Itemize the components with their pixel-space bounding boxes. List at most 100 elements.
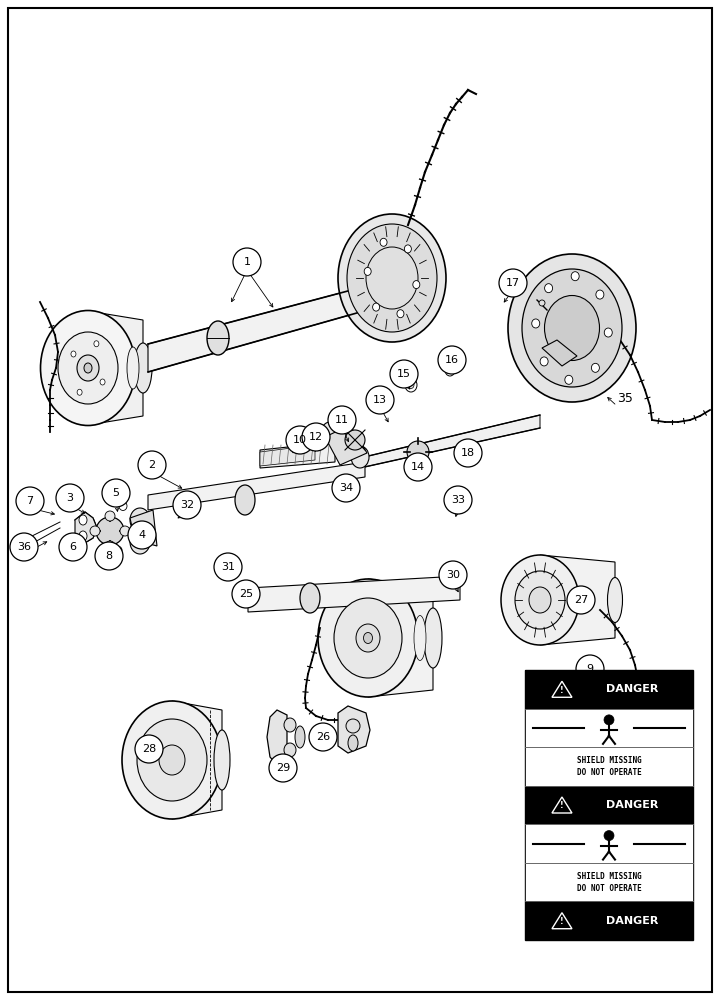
Polygon shape bbox=[368, 579, 433, 697]
Ellipse shape bbox=[414, 615, 426, 660]
Ellipse shape bbox=[380, 238, 387, 246]
Ellipse shape bbox=[544, 284, 553, 293]
Ellipse shape bbox=[364, 633, 372, 644]
Polygon shape bbox=[552, 681, 572, 697]
Ellipse shape bbox=[345, 430, 365, 450]
Ellipse shape bbox=[214, 730, 230, 790]
Bar bbox=[525, 670, 693, 940]
Ellipse shape bbox=[235, 485, 255, 515]
Bar bbox=[525, 824, 693, 863]
Polygon shape bbox=[248, 576, 460, 612]
Circle shape bbox=[232, 580, 260, 608]
Ellipse shape bbox=[321, 422, 339, 444]
Ellipse shape bbox=[522, 269, 622, 387]
Ellipse shape bbox=[112, 546, 122, 554]
Text: SHIELD MISSING
DO NOT OPERATE: SHIELD MISSING DO NOT OPERATE bbox=[577, 872, 642, 893]
Text: 32: 32 bbox=[180, 500, 194, 510]
Text: 28: 28 bbox=[142, 744, 156, 754]
Text: 7: 7 bbox=[27, 496, 34, 506]
Ellipse shape bbox=[119, 502, 127, 510]
Text: 30: 30 bbox=[446, 570, 460, 580]
Polygon shape bbox=[88, 311, 143, 425]
Circle shape bbox=[59, 533, 87, 561]
Ellipse shape bbox=[346, 719, 360, 733]
Polygon shape bbox=[552, 913, 572, 929]
Text: 13: 13 bbox=[373, 395, 387, 405]
Text: !: ! bbox=[560, 802, 564, 810]
Ellipse shape bbox=[397, 310, 404, 318]
Text: 10: 10 bbox=[293, 435, 307, 445]
Text: !: ! bbox=[560, 686, 564, 695]
Text: 26: 26 bbox=[316, 732, 330, 742]
Ellipse shape bbox=[90, 526, 100, 536]
Bar bbox=[525, 747, 693, 786]
Ellipse shape bbox=[130, 530, 150, 554]
Ellipse shape bbox=[84, 363, 92, 373]
Ellipse shape bbox=[58, 332, 118, 404]
Ellipse shape bbox=[105, 511, 115, 521]
Text: 35: 35 bbox=[617, 392, 633, 406]
Bar bbox=[525, 863, 693, 901]
Ellipse shape bbox=[127, 347, 139, 389]
Ellipse shape bbox=[364, 267, 372, 275]
Ellipse shape bbox=[501, 555, 579, 645]
Circle shape bbox=[309, 723, 337, 751]
Ellipse shape bbox=[137, 719, 207, 801]
Ellipse shape bbox=[351, 446, 369, 468]
Circle shape bbox=[10, 533, 38, 561]
Ellipse shape bbox=[77, 389, 82, 395]
Ellipse shape bbox=[79, 531, 87, 541]
Bar bbox=[525, 901, 693, 940]
Text: 27: 27 bbox=[574, 595, 588, 605]
Bar bbox=[525, 709, 693, 747]
Circle shape bbox=[454, 439, 482, 467]
Ellipse shape bbox=[120, 526, 130, 536]
Circle shape bbox=[438, 346, 466, 374]
Circle shape bbox=[499, 269, 527, 297]
Text: 9: 9 bbox=[586, 664, 593, 674]
Polygon shape bbox=[148, 283, 378, 372]
Text: 31: 31 bbox=[221, 562, 235, 572]
Text: 11: 11 bbox=[335, 415, 349, 425]
Text: 6: 6 bbox=[70, 542, 76, 552]
Ellipse shape bbox=[413, 281, 420, 289]
Ellipse shape bbox=[356, 624, 380, 652]
Circle shape bbox=[214, 553, 242, 581]
Ellipse shape bbox=[284, 743, 296, 757]
Ellipse shape bbox=[405, 378, 417, 392]
Circle shape bbox=[366, 386, 394, 414]
Polygon shape bbox=[267, 710, 287, 765]
Circle shape bbox=[56, 484, 84, 512]
Ellipse shape bbox=[334, 598, 402, 678]
Ellipse shape bbox=[284, 718, 296, 732]
Bar bbox=[525, 670, 693, 709]
Circle shape bbox=[302, 423, 330, 451]
Ellipse shape bbox=[529, 587, 551, 613]
Ellipse shape bbox=[318, 579, 418, 697]
Ellipse shape bbox=[130, 508, 150, 532]
Ellipse shape bbox=[300, 583, 320, 613]
Ellipse shape bbox=[348, 735, 358, 751]
Ellipse shape bbox=[532, 319, 540, 328]
Polygon shape bbox=[325, 425, 367, 465]
Circle shape bbox=[567, 586, 595, 614]
Circle shape bbox=[128, 521, 156, 549]
Text: 17: 17 bbox=[506, 278, 520, 288]
Text: 25: 25 bbox=[239, 589, 253, 599]
Ellipse shape bbox=[405, 245, 411, 253]
Circle shape bbox=[576, 655, 604, 683]
Circle shape bbox=[16, 487, 44, 515]
Bar bbox=[525, 786, 693, 824]
Ellipse shape bbox=[79, 515, 87, 525]
Circle shape bbox=[286, 426, 314, 454]
Text: DANGER: DANGER bbox=[606, 916, 659, 926]
Text: 34: 34 bbox=[339, 483, 353, 493]
Text: 33: 33 bbox=[451, 495, 465, 505]
Text: SHIELD MISSING
DO NOT OPERATE: SHIELD MISSING DO NOT OPERATE bbox=[577, 756, 642, 777]
Circle shape bbox=[95, 542, 123, 570]
Ellipse shape bbox=[373, 303, 379, 311]
Circle shape bbox=[404, 453, 432, 481]
Text: !: ! bbox=[560, 917, 564, 926]
Text: 36: 36 bbox=[17, 542, 31, 552]
Text: 12: 12 bbox=[309, 432, 323, 442]
